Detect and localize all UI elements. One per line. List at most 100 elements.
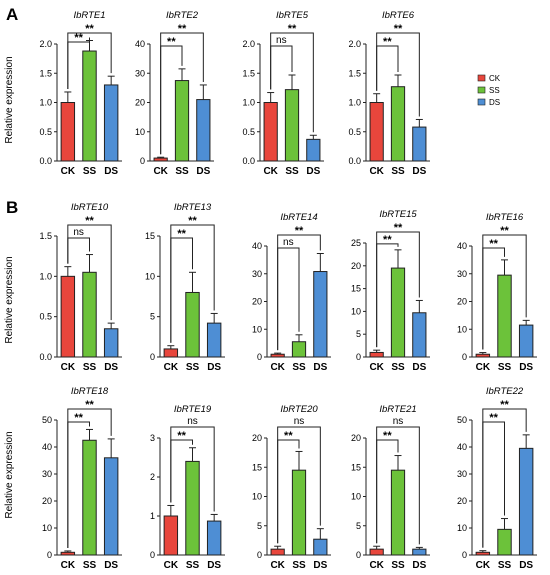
y-tick-label-ibrte2: 20 bbox=[135, 98, 145, 108]
bar-ss-ibrte19 bbox=[185, 460, 200, 556]
category-label-ds-ibrte19: DS bbox=[207, 560, 221, 571]
category-label-ss-ibrte19: SS bbox=[186, 560, 200, 571]
category-label-ds-ibrte15: DS bbox=[412, 362, 426, 373]
category-label-ck-ibrte10: CK bbox=[61, 362, 76, 373]
category-label-ck-ibrte15: CK bbox=[369, 362, 384, 373]
bar-ds-ibrte2 bbox=[196, 99, 211, 162]
ylabel-row-2: Relative expression bbox=[4, 256, 15, 343]
category-label-ds-ibrte14: DS bbox=[313, 362, 327, 373]
significance-label-ibrte15: ** bbox=[394, 222, 403, 234]
y-tick-label-ibrte15: 20 bbox=[351, 261, 361, 271]
chart-ibrte14: 0 10 20 30 40 IbRTE14 CK SS DS ns** bbox=[252, 212, 331, 373]
legend-label-ds: DS bbox=[489, 98, 500, 107]
bar-ds-ibrte5 bbox=[306, 138, 321, 162]
y-tick-label-ibrte5: 1.0 bbox=[242, 98, 255, 108]
significance-label-ibrte20: ** bbox=[284, 430, 293, 442]
panel-a-letter: A bbox=[6, 5, 18, 24]
y-tick-label-ibrte13: 10 bbox=[145, 271, 155, 281]
category-label-ds-ibrte18: DS bbox=[104, 560, 118, 571]
chart-ibrte21: 0 5 10 15 20 IbRTE21 CK SS DS **ns bbox=[351, 404, 430, 571]
bar-ss-ibrte14 bbox=[291, 341, 307, 358]
category-label-ck-ibrte1: CK bbox=[61, 166, 76, 177]
y-tick-label-ibrte13: 15 bbox=[145, 231, 155, 241]
y-tick-label-ibrte14: 30 bbox=[252, 269, 262, 279]
significance-label-ibrte10: ns bbox=[73, 227, 84, 238]
bar-ds-ibrte15 bbox=[412, 312, 427, 358]
significance-bracket-ibrte22 bbox=[482, 408, 527, 548]
category-label-ss-ibrte15: SS bbox=[391, 362, 405, 373]
y-tick-label-ibrte5: 0.0 bbox=[242, 156, 255, 166]
y-tick-label-ibrte1: 1.5 bbox=[39, 68, 52, 78]
bar-ss-ibrte1 bbox=[82, 50, 97, 162]
significance-label-ibrte18: ** bbox=[74, 412, 83, 424]
y-tick-label-ibrte2: 10 bbox=[135, 127, 145, 137]
chart-title-ibrte15: IbRTE15 bbox=[379, 209, 417, 220]
chart-ibrte20: 0 5 10 15 20 IbRTE20 CK SS DS **ns bbox=[252, 404, 331, 571]
y-tick-label-ibrte15: 5 bbox=[356, 329, 361, 339]
chart-ibrte1: 0.0 0.5 1.0 1.5 2.0 IbRTE1 CK SS DS **** bbox=[39, 10, 122, 177]
ylabel-row-3: Relative expression bbox=[4, 431, 15, 518]
bar-ds-ibrte20 bbox=[313, 538, 328, 556]
legend-label-ss: SS bbox=[489, 86, 500, 95]
bar-ds-ibrte19 bbox=[206, 520, 222, 556]
significance-label-ibrte10: ** bbox=[85, 215, 94, 227]
y-tick-label-ibrte6: 0.5 bbox=[348, 127, 361, 137]
y-tick-label-ibrte1: 0.0 bbox=[39, 156, 52, 166]
significance-label-ibrte1: ** bbox=[85, 23, 94, 35]
y-tick-label-ibrte18: 20 bbox=[42, 496, 52, 506]
bar-ss-ibrte16 bbox=[497, 274, 512, 358]
category-label-ds-ibrte5: DS bbox=[306, 166, 320, 177]
category-label-ck-ibrte6: CK bbox=[369, 166, 384, 177]
bar-ck-ibrte14 bbox=[270, 353, 285, 358]
bar-ds-ibrte13 bbox=[206, 322, 222, 358]
significance-label-ibrte16: ** bbox=[500, 225, 509, 237]
significance-label-ibrte2: ** bbox=[178, 23, 187, 35]
chart-ibrte5: 0.0 0.5 1.0 1.5 2.0 IbRTE5 CK SS DS ns** bbox=[242, 10, 324, 177]
chart-title-ibrte21: IbRTE21 bbox=[379, 404, 416, 415]
significance-bracket-ibrte18 bbox=[67, 408, 112, 548]
category-label-ck-ibrte18: CK bbox=[61, 560, 76, 571]
category-label-ds-ibrte16: DS bbox=[519, 362, 533, 373]
chart-title-ibrte1: IbRTE1 bbox=[73, 10, 105, 21]
significance-bracket-ibrte2 bbox=[160, 32, 204, 155]
category-label-ss-ibrte5: SS bbox=[285, 166, 299, 177]
bar-ck-ibrte15 bbox=[369, 351, 384, 358]
bar-ck-ibrte19 bbox=[163, 515, 179, 556]
category-label-ss-ibrte1: SS bbox=[83, 166, 97, 177]
category-label-ss-ibrte13: SS bbox=[186, 362, 200, 373]
bar-ds-ibrte18 bbox=[103, 457, 119, 556]
category-label-ds-ibrte6: DS bbox=[412, 166, 426, 177]
significance-label-ibrte19: ** bbox=[177, 430, 186, 442]
y-tick-label-ibrte10: 0.5 bbox=[39, 312, 52, 322]
y-tick-label-ibrte19: 0 bbox=[150, 550, 155, 560]
y-tick-label-ibrte6: 2.0 bbox=[348, 39, 361, 49]
y-tick-label-ibrte21: 5 bbox=[356, 521, 361, 531]
category-label-ck-ibrte20: CK bbox=[270, 560, 285, 571]
significance-label-ibrte18: ** bbox=[85, 399, 94, 411]
bar-ss-ibrte5 bbox=[284, 89, 300, 162]
y-tick-label-ibrte13: 5 bbox=[150, 312, 155, 322]
y-tick-label-ibrte22: 30 bbox=[457, 469, 467, 479]
chart-title-ibrte2: IbRTE2 bbox=[166, 10, 199, 21]
legend-item-ss: SS bbox=[477, 86, 500, 95]
chart-ibrte6: 0.0 0.5 1.0 1.5 2.0 IbRTE6 CK SS DS **** bbox=[348, 10, 430, 177]
category-label-ck-ibrte19: CK bbox=[164, 560, 179, 571]
significance-bracket-ibrte14 bbox=[277, 234, 321, 351]
y-tick-label-ibrte18: 10 bbox=[42, 523, 52, 533]
significance-bracket-ibrte6 bbox=[376, 45, 399, 91]
y-tick-label-ibrte2: 0 bbox=[140, 156, 145, 166]
bar-ss-ibrte18 bbox=[82, 439, 97, 556]
y-tick-label-ibrte10: 1.5 bbox=[39, 231, 52, 241]
chart-title-ibrte19: IbRTE19 bbox=[174, 404, 212, 415]
chart-ibrte15: 0 5 10 15 20 25 IbRTE15 CK SS DS **** bbox=[351, 209, 430, 373]
bar-ck-ibrte13 bbox=[163, 348, 179, 358]
significance-bracket-ibrte20 bbox=[277, 426, 321, 544]
significance-bracket-ibrte21 bbox=[376, 426, 420, 545]
y-tick-label-ibrte15: 25 bbox=[351, 238, 361, 248]
legend-item-ds: DS bbox=[477, 98, 500, 107]
category-label-ss-ibrte22: SS bbox=[498, 560, 512, 571]
y-tick-label-ibrte18: 0 bbox=[47, 550, 52, 560]
panel-b-letter: B bbox=[6, 198, 18, 217]
